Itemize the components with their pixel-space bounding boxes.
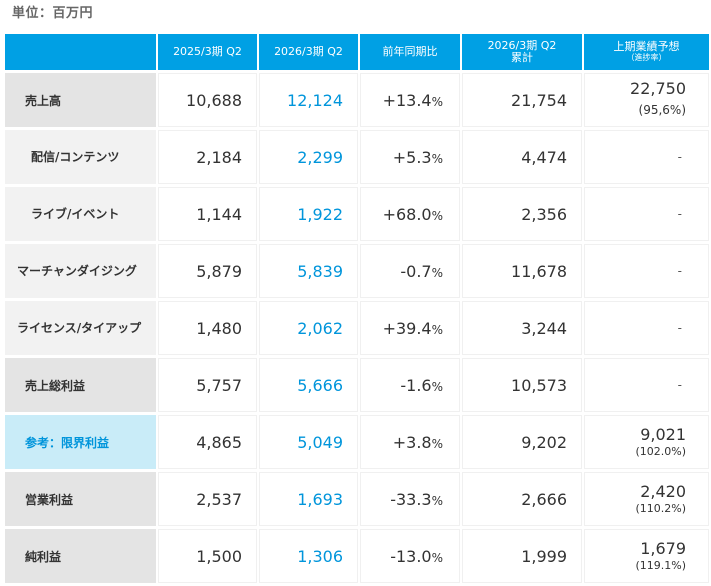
prev-value: 10,688 xyxy=(158,73,257,127)
yoy-value: -13.0% xyxy=(360,529,460,583)
cumulative-value: 1,999 xyxy=(462,529,582,583)
forecast-value: 9,021 (102.0%) xyxy=(584,415,709,469)
cur-value: 1,693 xyxy=(259,472,358,526)
forecast-value: 1,679 (119.1%) xyxy=(584,529,709,583)
header-blank xyxy=(5,34,156,70)
forecast-value: 22,750 (95,6%) xyxy=(584,73,709,127)
header-row: 2025/3期 Q2 2026/3期 Q2 前年同期比 2026/3期 Q2 累計… xyxy=(5,34,709,70)
cur-value: 2,299 xyxy=(259,130,358,184)
row-label-merchandising: マーチャンダイジング xyxy=(5,244,156,298)
forecast-value: 2,420 (110.2%) xyxy=(584,472,709,526)
prev-value: 2,184 xyxy=(158,130,257,184)
forecast-value: - xyxy=(584,187,709,241)
prev-value: 1,500 xyxy=(158,529,257,583)
unit-label: 単位：百万円 xyxy=(12,6,94,21)
table-row: 売上総利益 5,757 5,666 -1.6% 10,573 - xyxy=(5,358,709,412)
header-yoy: 前年同期比 xyxy=(360,34,460,70)
row-label-operating-profit: 営業利益 xyxy=(5,472,156,526)
table-row: 配信/コンテンツ 2,184 2,299 +5.3% 4,474 - xyxy=(5,130,709,184)
yoy-value: +68.0% xyxy=(360,187,460,241)
row-label-live-events: ライブ/イベント xyxy=(5,187,156,241)
row-label-streaming-content: 配信/コンテンツ xyxy=(5,130,156,184)
cur-value: 1,306 xyxy=(259,529,358,583)
cur-value: 12,124 xyxy=(259,73,358,127)
yoy-value: +13.4% xyxy=(360,73,460,127)
cur-value: 2,062 xyxy=(259,301,358,355)
forecast-value: - xyxy=(584,244,709,298)
forecast-value: - xyxy=(584,358,709,412)
cumulative-value: 11,678 xyxy=(462,244,582,298)
prev-value: 1,480 xyxy=(158,301,257,355)
cur-value: 5,839 xyxy=(259,244,358,298)
header-cur-q2: 2026/3期 Q2 xyxy=(259,34,358,70)
forecast-value: - xyxy=(584,130,709,184)
yoy-value: +3.8% xyxy=(360,415,460,469)
cumulative-value: 4,474 xyxy=(462,130,582,184)
forecast-value: - xyxy=(584,301,709,355)
header-forecast: 上期業績予想 （進捗率） xyxy=(584,34,709,70)
table-row: ライセンス/タイアップ 1,480 2,062 +39.4% 3,244 - xyxy=(5,301,709,355)
header-prev-q2: 2025/3期 Q2 xyxy=(158,34,257,70)
row-label-net-income: 純利益 xyxy=(5,529,156,583)
row-label-gross-profit: 売上総利益 xyxy=(5,358,156,412)
table-row: 純利益 1,500 1,306 -13.0% 1,999 1,679 (119.1… xyxy=(5,529,709,583)
table-row: 売上高 10,688 12,124 +13.4% 21,754 22,750 (9… xyxy=(5,73,709,127)
table-row: ライブ/イベント 1,144 1,922 +68.0% 2,356 - xyxy=(5,187,709,241)
prev-value: 5,879 xyxy=(158,244,257,298)
financial-results-table: 2025/3期 Q2 2026/3期 Q2 前年同期比 2026/3期 Q2 累計… xyxy=(3,31,711,586)
yoy-value: -1.6% xyxy=(360,358,460,412)
cumulative-value: 2,356 xyxy=(462,187,582,241)
yoy-value: -33.3% xyxy=(360,472,460,526)
table-row: 参考：限界利益 4,865 5,049 +3.8% 9,202 9,021 (10… xyxy=(5,415,709,469)
cur-value: 5,049 xyxy=(259,415,358,469)
cumulative-value: 10,573 xyxy=(462,358,582,412)
yoy-value: +39.4% xyxy=(360,301,460,355)
prev-value: 2,537 xyxy=(158,472,257,526)
table-row: マーチャンダイジング 5,879 5,839 -0.7% 11,678 - xyxy=(5,244,709,298)
prev-value: 1,144 xyxy=(158,187,257,241)
row-label-net-sales: 売上高 xyxy=(5,73,156,127)
cumulative-value: 21,754 xyxy=(462,73,582,127)
prev-value: 5,757 xyxy=(158,358,257,412)
yoy-value: +5.3% xyxy=(360,130,460,184)
yoy-value: -0.7% xyxy=(360,244,460,298)
table-row: 営業利益 2,537 1,693 -33.3% 2,666 2,420 (110.… xyxy=(5,472,709,526)
row-label-marginal-profit: 参考：限界利益 xyxy=(5,415,156,469)
prev-value: 4,865 xyxy=(158,415,257,469)
cumulative-value: 2,666 xyxy=(462,472,582,526)
header-cumulative: 2026/3期 Q2 累計 xyxy=(462,34,582,70)
cur-value: 5,666 xyxy=(259,358,358,412)
cur-value: 1,922 xyxy=(259,187,358,241)
cumulative-value: 9,202 xyxy=(462,415,582,469)
cumulative-value: 3,244 xyxy=(462,301,582,355)
row-label-license-tieup: ライセンス/タイアップ xyxy=(5,301,156,355)
